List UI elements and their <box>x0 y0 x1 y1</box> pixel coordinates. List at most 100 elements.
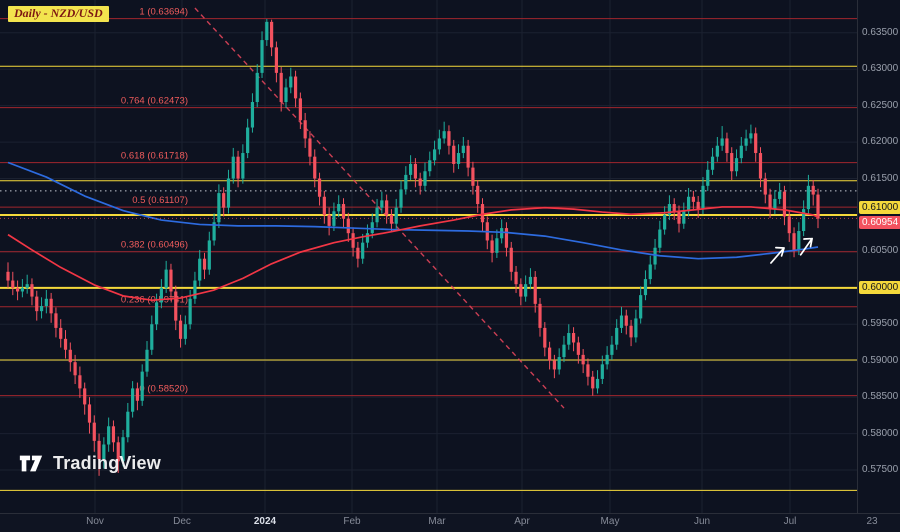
candle-body <box>514 271 518 285</box>
ma-slow-line <box>7 161 819 260</box>
candle-body <box>169 269 173 292</box>
candle-body <box>763 178 767 195</box>
candle-body <box>54 313 58 328</box>
candle-body <box>586 364 590 377</box>
time-tick-label: Jun <box>693 516 711 527</box>
candle-body <box>212 222 216 241</box>
candle-body <box>639 295 643 319</box>
candle-body <box>715 145 719 157</box>
price-axis[interactable]: 0.63500 0.63000 0.62500 0.62000 0.61500 0.605… <box>857 0 900 513</box>
candle-body <box>11 280 15 288</box>
candle-body <box>806 185 811 210</box>
candle-body <box>452 145 456 164</box>
price-tick-label: 0.58000 <box>862 427 899 439</box>
candle-body <box>284 87 288 103</box>
fib-level-label: 0.382 (0.60496) <box>121 240 188 251</box>
candle-body <box>734 158 739 172</box>
candle-body <box>581 354 585 365</box>
candle-body <box>610 344 614 355</box>
candle-body <box>423 171 427 186</box>
time-tick-label: Mar <box>428 516 446 527</box>
candle-body <box>653 247 657 265</box>
candle-body <box>6 271 10 281</box>
candle-body <box>303 120 307 139</box>
candle-body <box>528 276 533 285</box>
candle-body <box>380 200 384 208</box>
candle-body <box>313 156 317 179</box>
candle-body <box>15 287 20 292</box>
candle-body <box>341 204 346 219</box>
candle-body <box>480 204 485 223</box>
candle-body <box>270 21 274 48</box>
candle-body <box>567 333 571 345</box>
candle-body <box>476 185 480 205</box>
candle-body <box>428 160 432 172</box>
price-chart-canvas[interactable]: 1 (0.63694) 0.764 (0.62473) 0.618 (0.61718… <box>0 0 857 513</box>
time-tick-label: Dec <box>173 516 191 527</box>
candle-body <box>591 376 595 389</box>
candle-body <box>351 233 355 248</box>
candle-body <box>356 247 360 259</box>
candle-body <box>293 76 298 99</box>
candle-body <box>720 138 724 146</box>
candle-body <box>102 444 106 460</box>
fib-level-label: 1 (0.63694) <box>139 7 188 18</box>
candle-body <box>399 189 403 208</box>
candle-body <box>370 222 374 234</box>
candle-body <box>389 214 394 224</box>
candle-body <box>562 344 566 358</box>
candle-body <box>504 228 509 248</box>
time-axis[interactable]: Nov Dec 2024 Feb Mar Apr May Jun Jul 23 <box>0 513 900 532</box>
candle-body <box>447 131 451 146</box>
candle-body <box>677 211 681 224</box>
candle-body <box>725 138 729 154</box>
candle-body <box>202 258 207 270</box>
candle-body <box>207 240 211 270</box>
time-tick-label: Feb <box>343 516 361 527</box>
price-tick-label: 0.59000 <box>862 354 899 366</box>
price-line-badge: 0.61000 <box>859 200 900 214</box>
candle-body <box>49 298 53 314</box>
candle-body <box>226 178 231 208</box>
candle-body <box>730 153 734 172</box>
time-tick-label: Apr <box>514 516 530 527</box>
candle-body <box>624 315 628 326</box>
candle-body <box>749 133 753 139</box>
candle-body <box>111 426 116 443</box>
candle-body <box>63 338 68 350</box>
time-tick-label: Jul <box>783 516 797 527</box>
candle-body <box>456 153 461 164</box>
candle-body <box>658 229 662 248</box>
candle-body <box>490 240 494 253</box>
candle-body <box>44 298 48 307</box>
candle-body <box>145 349 149 372</box>
candle-body <box>667 204 672 215</box>
candle-body <box>83 388 87 405</box>
candle-body <box>73 362 77 376</box>
ma-fast-line <box>7 206 819 302</box>
candle-body <box>533 276 537 304</box>
symbol-label[interactable]: Daily - NZD/USD <box>8 6 109 22</box>
candle-body <box>231 156 235 179</box>
candle-body <box>442 131 446 139</box>
candle-body <box>332 211 336 226</box>
candle-body <box>265 21 269 41</box>
candle-body <box>59 327 63 339</box>
candle-body <box>615 327 619 345</box>
price-line-badge: 0.60000 <box>859 280 900 294</box>
time-tick-label: Nov <box>86 516 104 527</box>
candle-body <box>241 153 245 179</box>
candle-body <box>754 133 758 154</box>
candle-body <box>35 296 39 312</box>
candle-body <box>25 284 29 288</box>
price-tick-label: 0.58500 <box>862 391 899 403</box>
candle-body <box>131 388 135 412</box>
candle-body <box>385 200 389 215</box>
candle-body <box>519 284 523 297</box>
candle-body <box>466 145 470 168</box>
candle-body <box>92 422 96 441</box>
candle-body <box>768 194 772 210</box>
fib-level-label: 0.618 (0.61718) <box>121 151 188 162</box>
chart-plot-area[interactable]: 1 (0.63694) 0.764 (0.62473) 0.618 (0.61718… <box>0 0 857 513</box>
candle-body <box>744 138 748 146</box>
